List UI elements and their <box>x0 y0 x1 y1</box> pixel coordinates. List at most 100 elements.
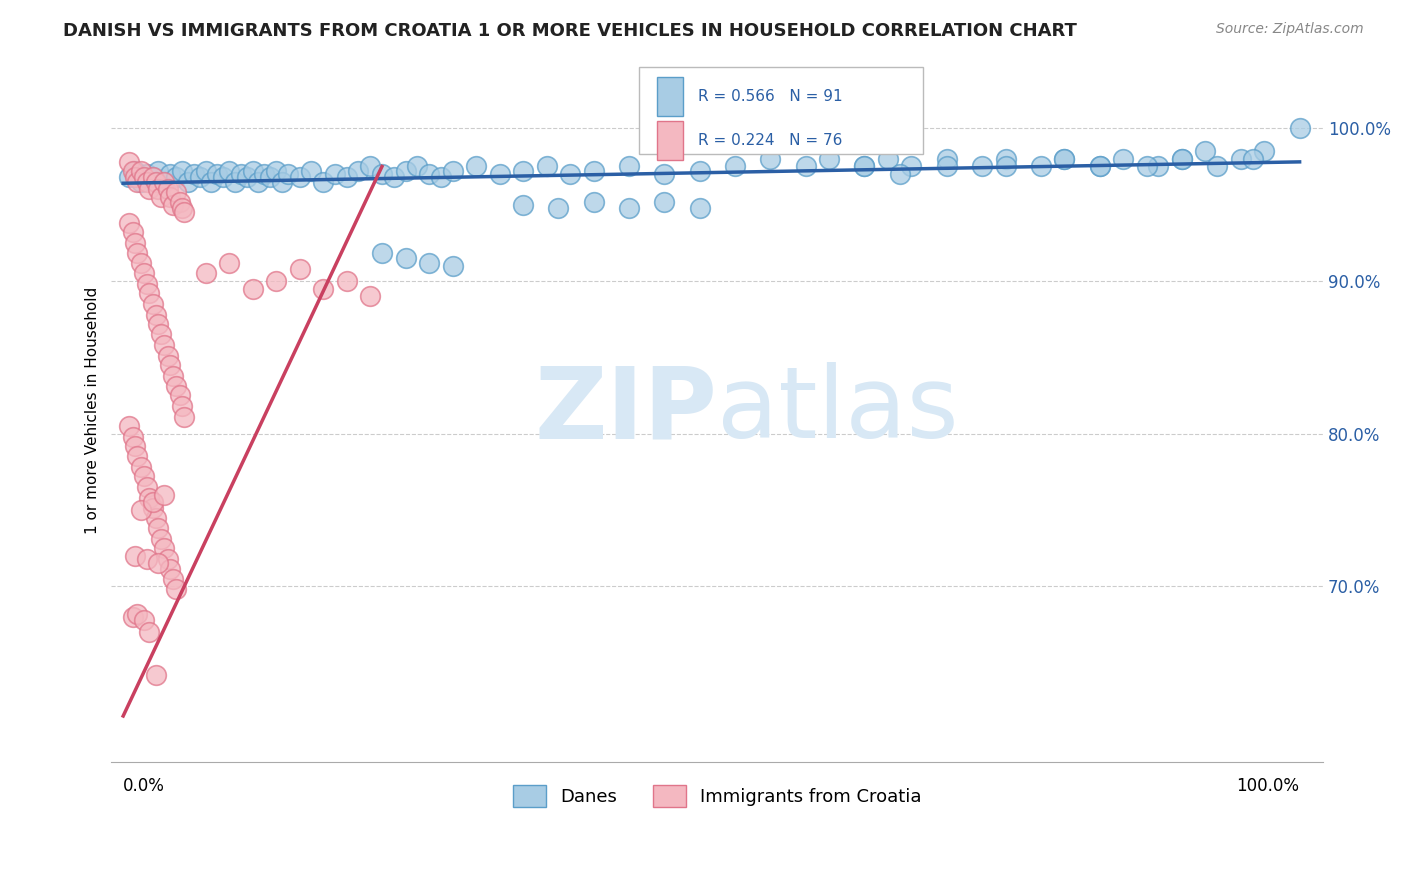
Point <box>173 409 195 424</box>
FancyBboxPatch shape <box>657 121 683 160</box>
Point <box>129 255 152 269</box>
Point <box>1053 152 1076 166</box>
Point <box>1171 152 1194 166</box>
Point <box>271 175 294 189</box>
Point <box>169 388 191 402</box>
Point <box>162 368 184 383</box>
Point <box>1029 160 1052 174</box>
Point <box>224 175 246 189</box>
Point <box>148 317 170 331</box>
Point <box>536 160 558 174</box>
Point <box>134 469 156 483</box>
Point <box>127 175 149 189</box>
Point <box>165 186 187 200</box>
Point <box>347 164 370 178</box>
Point <box>165 170 187 185</box>
Point <box>1053 152 1076 166</box>
Point <box>153 541 176 555</box>
Point <box>156 349 179 363</box>
Point <box>264 164 287 178</box>
Point <box>218 164 240 178</box>
Point <box>371 167 394 181</box>
Point <box>118 216 141 230</box>
Point <box>359 160 381 174</box>
Point <box>156 551 179 566</box>
Point <box>121 225 143 239</box>
Point <box>149 532 172 546</box>
Point <box>1229 152 1251 166</box>
Point <box>124 164 146 178</box>
Point <box>323 167 346 181</box>
Point <box>169 194 191 209</box>
Point <box>153 338 176 352</box>
Point <box>173 205 195 219</box>
Point <box>127 450 149 464</box>
Point <box>259 170 281 185</box>
Point <box>162 572 184 586</box>
Point <box>1171 152 1194 166</box>
Point <box>142 495 165 509</box>
Point <box>148 557 170 571</box>
Point <box>135 551 157 566</box>
Point <box>156 182 179 196</box>
Point <box>142 170 165 185</box>
Point <box>135 480 157 494</box>
Point <box>359 289 381 303</box>
Point <box>129 460 152 475</box>
Point <box>935 160 957 174</box>
Point <box>194 266 217 280</box>
Point <box>170 164 193 178</box>
Point <box>1136 160 1159 174</box>
Point <box>1088 160 1111 174</box>
Point <box>129 164 152 178</box>
Point <box>371 246 394 260</box>
Point <box>118 170 141 185</box>
Point <box>1253 144 1275 158</box>
Text: Source: ZipAtlas.com: Source: ZipAtlas.com <box>1216 22 1364 37</box>
Point <box>129 503 152 517</box>
Point <box>794 160 817 174</box>
Point <box>889 167 911 181</box>
Point <box>406 160 429 174</box>
Point <box>142 501 165 516</box>
Text: R = 0.224   N = 76: R = 0.224 N = 76 <box>697 133 842 148</box>
Point <box>138 625 160 640</box>
Y-axis label: 1 or more Vehicles in Household: 1 or more Vehicles in Household <box>86 287 100 534</box>
Point <box>177 175 200 189</box>
Point <box>312 282 335 296</box>
Point <box>1112 152 1135 166</box>
Point <box>145 510 167 524</box>
Point <box>441 164 464 178</box>
Point <box>124 549 146 563</box>
Point <box>488 167 510 181</box>
Point <box>242 282 264 296</box>
Point <box>818 152 841 166</box>
Point <box>135 277 157 291</box>
Point <box>134 170 156 185</box>
Point <box>876 152 898 166</box>
Text: 100.0%: 100.0% <box>1237 777 1299 795</box>
Point <box>242 164 264 178</box>
Point <box>121 164 143 178</box>
Point <box>188 170 211 185</box>
Point <box>149 190 172 204</box>
Point <box>148 164 170 178</box>
Point <box>935 152 957 166</box>
Point <box>264 274 287 288</box>
Point <box>1194 144 1216 158</box>
Point <box>1206 160 1229 174</box>
Point <box>288 170 311 185</box>
Point <box>121 609 143 624</box>
Point <box>394 251 416 265</box>
Point <box>153 175 176 189</box>
FancyBboxPatch shape <box>657 77 683 116</box>
Point <box>617 201 640 215</box>
Point <box>127 607 149 621</box>
Point <box>418 167 440 181</box>
Point <box>229 167 252 181</box>
Point <box>247 175 270 189</box>
Point <box>299 164 322 178</box>
Point <box>159 358 181 372</box>
Text: atlas: atlas <box>717 362 959 459</box>
Point <box>165 379 187 393</box>
